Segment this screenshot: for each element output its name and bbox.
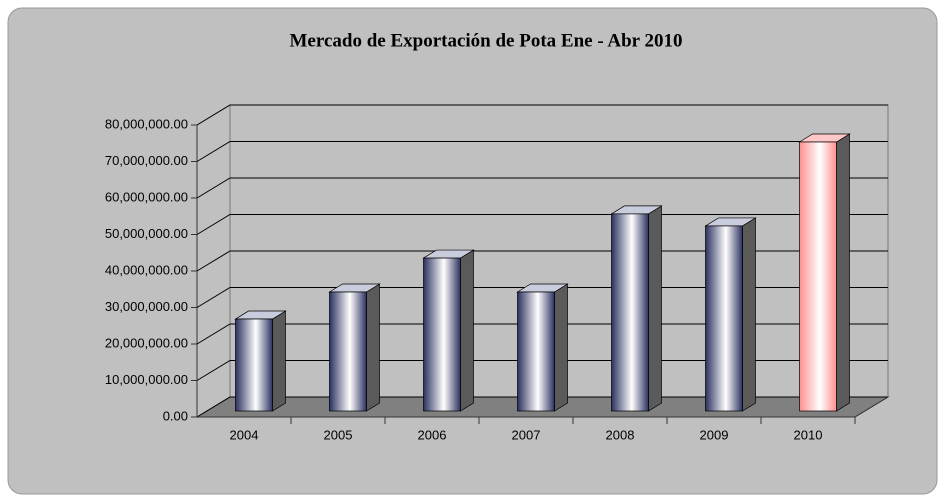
grid-line bbox=[196, 360, 888, 381]
bar bbox=[235, 318, 273, 412]
bar bbox=[705, 225, 743, 412]
bar-side bbox=[366, 283, 380, 412]
x-tick-label: 2009 bbox=[700, 427, 729, 442]
y-tick-label: 70,000,000.00 bbox=[105, 153, 188, 168]
floor-edge bbox=[854, 396, 889, 418]
bar bbox=[423, 257, 461, 412]
grid-line bbox=[196, 396, 888, 418]
grid-line bbox=[196, 104, 888, 126]
bar-side bbox=[272, 310, 286, 412]
bar-side bbox=[648, 205, 662, 412]
y-tick-label: 20,000,000.00 bbox=[105, 335, 188, 350]
bar-side bbox=[742, 217, 756, 412]
y-tick-label: 40,000,000.00 bbox=[105, 262, 188, 277]
bar-side bbox=[554, 283, 568, 412]
bar-side bbox=[836, 133, 850, 412]
y-tick-label: 30,000,000.00 bbox=[105, 299, 188, 314]
bar bbox=[329, 291, 367, 412]
x-tick-label: 2005 bbox=[324, 427, 353, 442]
bar bbox=[517, 291, 555, 412]
bar-side bbox=[460, 249, 474, 412]
y-tick-label: 60,000,000.00 bbox=[105, 189, 188, 204]
x-tick-label: 2004 bbox=[230, 427, 259, 442]
grid-line bbox=[196, 177, 888, 199]
x-tick-label: 2008 bbox=[606, 427, 635, 442]
y-tick-label: 0.00 bbox=[163, 408, 188, 423]
y-tick-label: 80,000,000.00 bbox=[105, 116, 188, 131]
bar bbox=[799, 141, 837, 412]
x-tick-label: 2006 bbox=[418, 427, 447, 442]
grid-line bbox=[196, 141, 888, 162]
grid-line bbox=[196, 287, 888, 308]
x-tick-label: 2007 bbox=[512, 427, 541, 442]
grid-line bbox=[196, 214, 888, 235]
grid-line bbox=[196, 323, 888, 345]
grid-line bbox=[196, 250, 888, 272]
y-tick-label: 10,000,000.00 bbox=[105, 372, 188, 387]
x-tick-label: 2010 bbox=[794, 427, 823, 442]
y-tick-label: 50,000,000.00 bbox=[105, 226, 188, 241]
bar bbox=[611, 213, 649, 412]
chart-title: Mercado de Exportación de Pota Ene - Abr… bbox=[290, 30, 683, 51]
